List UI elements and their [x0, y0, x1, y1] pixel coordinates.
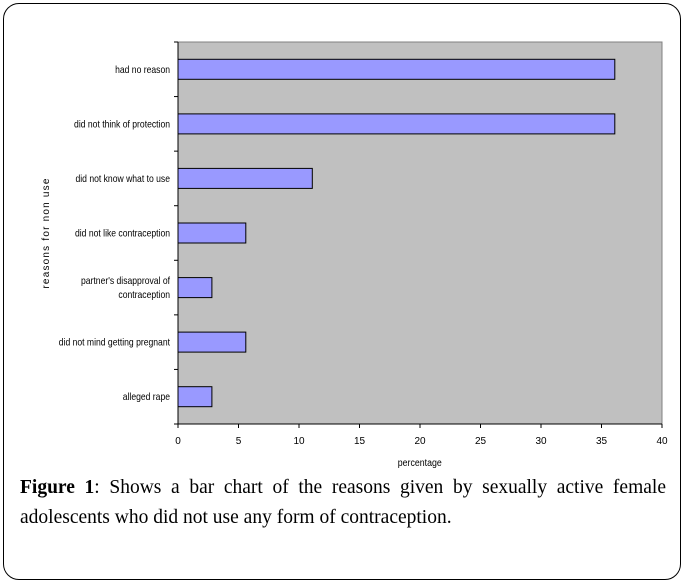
caption-text: : Shows a bar chart of the reasons given… — [20, 477, 666, 528]
bar — [177, 113, 616, 135]
category-label: contraception — [118, 290, 170, 301]
category-label: did not mind getting pregnant — [59, 337, 171, 348]
x-tick-label: 20 — [414, 436, 426, 447]
bar — [177, 331, 247, 353]
caption-label: Figure 1 — [20, 477, 95, 498]
category-label: alleged rape — [123, 392, 170, 403]
x-tick-label: 25 — [475, 436, 487, 447]
x-tick-label: 30 — [535, 436, 547, 447]
category-label: partner's disapproval of — [81, 276, 170, 287]
x-tick-label: 40 — [656, 436, 668, 447]
plot-area — [177, 41, 663, 425]
x-tick-labels: 0 5 10 15 20 25 30 35 40 — [175, 436, 668, 447]
x-tick-label: 15 — [354, 436, 366, 447]
bar — [177, 167, 313, 189]
bars — [177, 58, 616, 408]
bar — [177, 222, 247, 244]
x-axis-title: percentage — [398, 456, 442, 468]
y-axis-title: reasons for non use — [41, 177, 52, 288]
category-labels: had no reason did not think of protection… — [59, 64, 171, 402]
bar — [177, 277, 213, 299]
category-label: had no reason — [115, 64, 170, 75]
x-tick-label: 35 — [596, 436, 608, 447]
bar — [177, 386, 213, 408]
x-tick-label: 0 — [175, 436, 181, 447]
category-label: did not know what to use — [75, 173, 170, 184]
x-tick-label: 10 — [293, 436, 305, 447]
figure-caption: Figure 1: Shows a bar chart of the reaso… — [20, 473, 666, 533]
category-label: did not think of protection — [74, 119, 170, 130]
axes — [174, 41, 663, 428]
category-label: did not like contraception — [75, 228, 170, 239]
bar-chart: had no reason did not think of protection… — [41, 41, 668, 468]
x-tick-label: 5 — [236, 436, 242, 447]
bar — [177, 58, 616, 80]
